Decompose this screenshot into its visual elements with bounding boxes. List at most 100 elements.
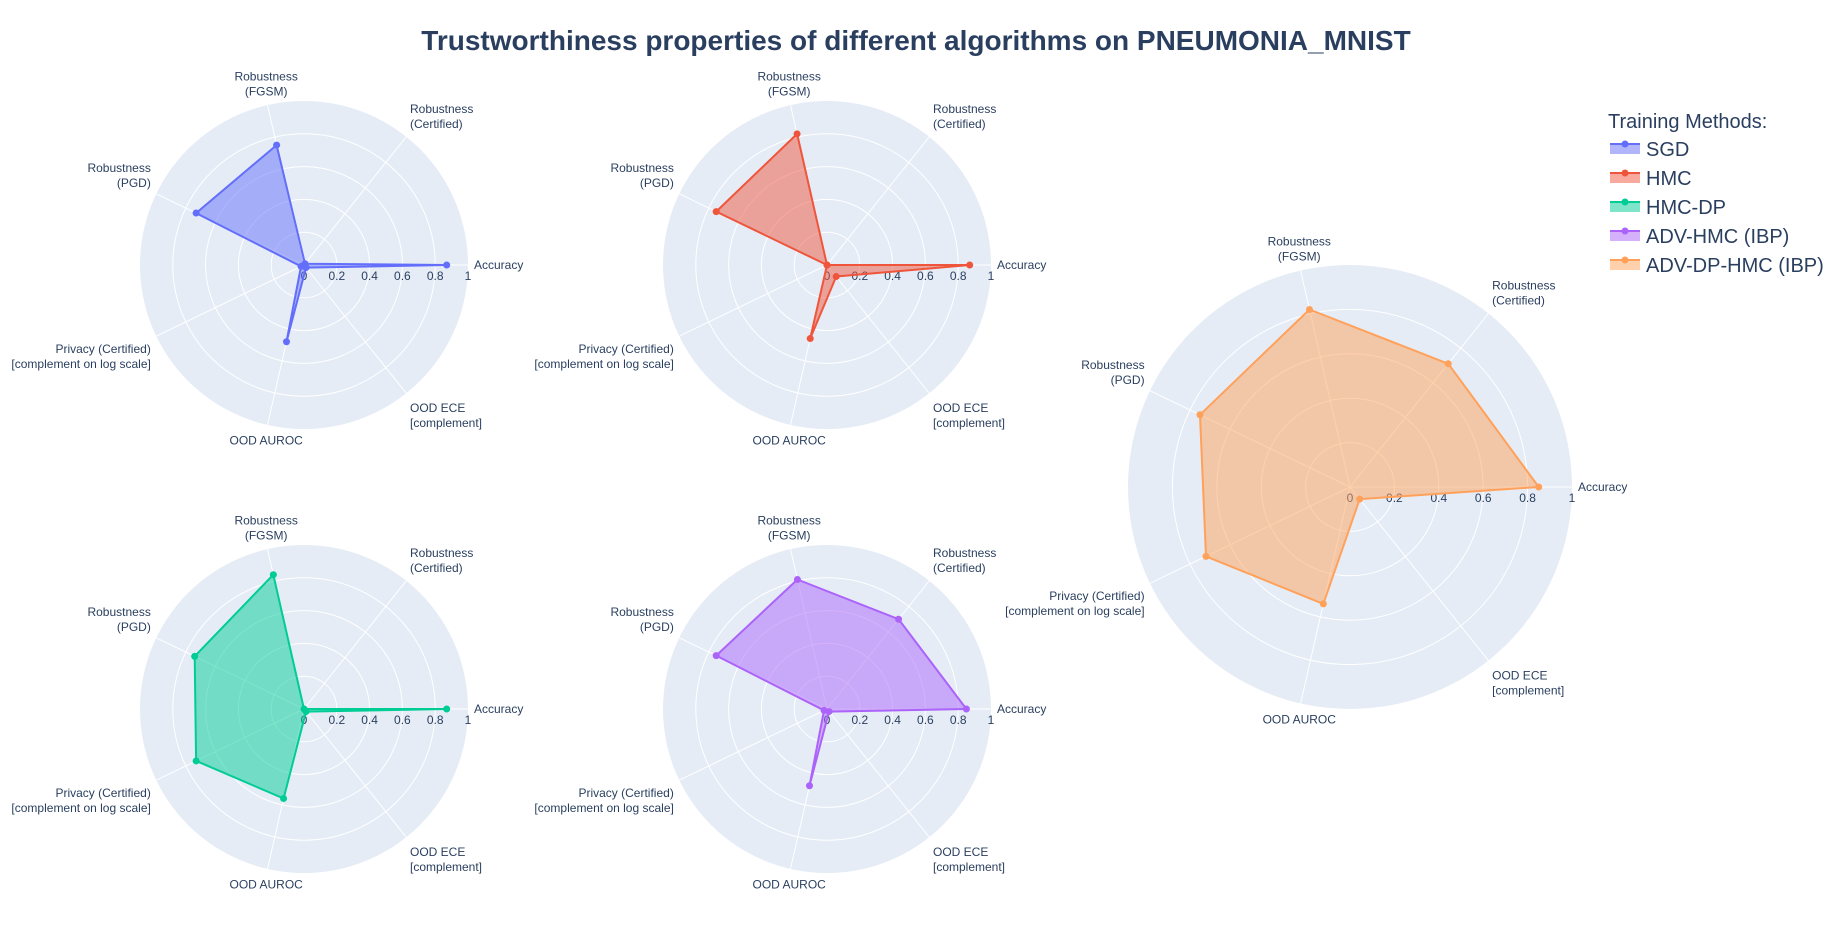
axis-label-line: (FGSM) bbox=[245, 84, 288, 98]
axis-label-line: OOD ECE bbox=[410, 845, 465, 859]
axis-label: OOD AUROC bbox=[752, 878, 826, 892]
axis-label-line: Accuracy bbox=[997, 702, 1046, 716]
axis-label: Robustness (PGD) bbox=[87, 605, 150, 634]
axis-label-line: Robustness bbox=[87, 161, 150, 175]
data-point bbox=[443, 705, 451, 713]
data-point bbox=[832, 273, 840, 281]
data-point bbox=[825, 708, 833, 716]
axis-label: Accuracy bbox=[997, 702, 1046, 716]
data-point bbox=[1305, 306, 1313, 314]
axis-label-line: [complement] bbox=[933, 416, 1005, 430]
axis-label: Robustness (FGSM) bbox=[234, 513, 297, 542]
axis-label: OOD ECE [complement] bbox=[410, 401, 482, 430]
axis-label-line: (FGSM) bbox=[245, 528, 288, 542]
legend-item[interactable]: ADV-HMC (IBP) bbox=[1610, 226, 1789, 248]
legend-marker bbox=[1621, 169, 1629, 177]
data-point bbox=[192, 209, 200, 217]
axis-label-line: Robustness bbox=[610, 605, 673, 619]
axis-label-line: Robustness bbox=[234, 513, 297, 527]
axis-label-line: Robustness bbox=[234, 69, 297, 83]
spoke-line bbox=[156, 264, 305, 337]
radar-charts: 00.20.40.60.81AccuracyRobustness(Certifi… bbox=[11, 69, 1627, 891]
series-polygon bbox=[715, 578, 968, 787]
axis-label-line: OOD ECE bbox=[933, 845, 988, 859]
axis-label-line: Robustness bbox=[933, 102, 996, 116]
spoke-line bbox=[826, 136, 930, 266]
data-point bbox=[302, 264, 310, 272]
axis-label-line: Privacy (Certified) bbox=[55, 342, 150, 356]
axis-label-line: (PGD) bbox=[640, 176, 674, 190]
axis-label-line: OOD ECE bbox=[933, 401, 988, 415]
axis-label-line: (FGSM) bbox=[768, 84, 811, 98]
data-point bbox=[269, 571, 277, 579]
axis-label-line: (Certified) bbox=[410, 117, 463, 131]
radial-tick-label: 1 bbox=[988, 713, 995, 727]
data-point bbox=[282, 338, 290, 346]
axis-label-line: OOD AUROC bbox=[752, 434, 826, 448]
axis-label: Robustness (Certified) bbox=[933, 102, 996, 131]
series-polygon bbox=[715, 132, 971, 340]
axis-label: Privacy (Certified) [complement on log sc… bbox=[534, 786, 673, 815]
axis-label-line: (Certified) bbox=[410, 561, 463, 575]
axis-label-line: [complement on log scale] bbox=[1005, 604, 1144, 618]
axis-label-line: Privacy (Certified) bbox=[578, 342, 673, 356]
radial-tick-label: 0.8 bbox=[1519, 491, 1536, 505]
axis-label: OOD AUROC bbox=[229, 434, 303, 448]
axis-label-line: Privacy (Certified) bbox=[578, 786, 673, 800]
radial-tick-label: 1 bbox=[1569, 491, 1576, 505]
axis-label: Privacy (Certified) [complement on log sc… bbox=[11, 342, 150, 371]
data-point bbox=[192, 757, 200, 765]
axis-label-line: OOD ECE bbox=[1492, 668, 1547, 682]
data-point bbox=[280, 795, 288, 803]
legend-item[interactable]: SGD bbox=[1610, 139, 1689, 161]
axis-label: OOD AUROC bbox=[1263, 712, 1337, 726]
legend-swatch bbox=[1610, 260, 1640, 270]
axis-label-line: Accuracy bbox=[1578, 480, 1627, 494]
axis-label-line: OOD AUROC bbox=[752, 878, 826, 892]
axis-label: OOD AUROC bbox=[752, 434, 826, 448]
data-point bbox=[191, 652, 199, 660]
axis-label: OOD ECE [complement] bbox=[933, 845, 1005, 874]
spoke-line bbox=[303, 580, 407, 710]
legend-item[interactable]: HMC-DP bbox=[1610, 197, 1726, 219]
axis-label: Robustness (Certified) bbox=[1492, 279, 1555, 308]
axis-label-line: Privacy (Certified) bbox=[1049, 589, 1144, 603]
spoke-line bbox=[679, 264, 828, 337]
axis-label: Privacy (Certified) [complement on log sc… bbox=[11, 786, 150, 815]
radial-tick-label: 0.8 bbox=[427, 713, 444, 727]
axis-label-line: OOD AUROC bbox=[229, 878, 303, 892]
legend-marker bbox=[1621, 198, 1629, 206]
legend: Training Methods: SGD HMC HMC-DP ADV-HMC (I… bbox=[1608, 111, 1824, 277]
data-point bbox=[1535, 483, 1543, 491]
data-point bbox=[805, 782, 813, 790]
data-point bbox=[1444, 360, 1452, 368]
radial-tick-label: 0.8 bbox=[950, 269, 967, 283]
series-polygon bbox=[195, 144, 448, 343]
axis-label-line: [complement on log scale] bbox=[11, 357, 150, 371]
data-point bbox=[273, 141, 281, 149]
data-point bbox=[1356, 495, 1364, 503]
legend-label: HMC-DP bbox=[1646, 197, 1726, 219]
axis-label-line: [complement on log scale] bbox=[534, 801, 673, 815]
legend-marker bbox=[1621, 256, 1629, 264]
radial-tick-label: 0.4 bbox=[361, 269, 378, 283]
data-point bbox=[1202, 552, 1210, 560]
data-point bbox=[712, 652, 720, 660]
legend-marker bbox=[1621, 140, 1629, 148]
axis-label: Privacy (Certified) [complement on log sc… bbox=[1005, 589, 1144, 618]
radial-tick-label: 1 bbox=[465, 713, 472, 727]
legend-item[interactable]: HMC bbox=[1610, 168, 1692, 190]
axis-label-line: Privacy (Certified) bbox=[55, 786, 150, 800]
axis-label-line: Robustness bbox=[410, 546, 473, 560]
legend-item[interactable]: ADV-DP-HMC (IBP) bbox=[1610, 255, 1824, 277]
radar-4: 00.20.40.60.81AccuracyRobustness(Certifi… bbox=[534, 513, 1046, 891]
axis-label-line: (Certified) bbox=[933, 117, 986, 131]
axis-label-line: Robustness bbox=[610, 161, 673, 175]
axis-label-line: Robustness bbox=[757, 513, 820, 527]
spoke-line bbox=[303, 264, 407, 394]
chart-title: Trustworthiness properties of different … bbox=[421, 25, 1410, 56]
radar-2: 00.20.40.60.81AccuracyRobustness(Certifi… bbox=[534, 69, 1046, 447]
axis-label-line: OOD AUROC bbox=[1263, 712, 1337, 726]
data-point bbox=[806, 335, 814, 343]
data-point bbox=[966, 261, 974, 269]
